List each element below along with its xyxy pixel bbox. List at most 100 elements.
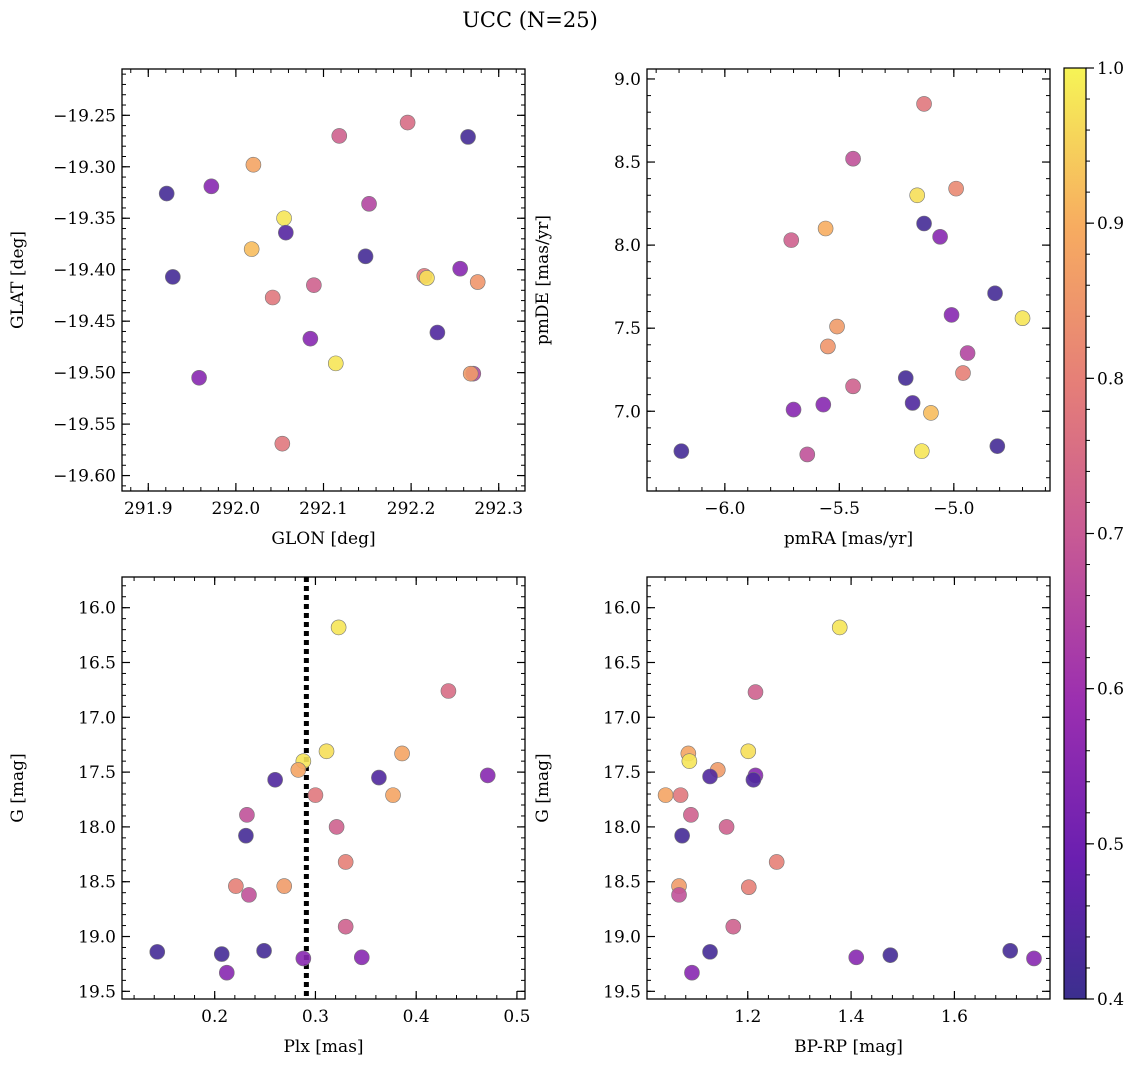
scatter-point: [845, 378, 861, 395]
scatter-point: [295, 950, 312, 967]
scatter-point: [218, 964, 235, 981]
scatter-point: [768, 854, 785, 870]
scatter-point: [740, 879, 757, 895]
scatter-point: [440, 683, 457, 699]
scatter-point: [932, 229, 948, 245]
scatter-point: [897, 370, 914, 386]
y-tick-label: 17.0: [603, 708, 641, 728]
x-tick-label: 0.5: [503, 1007, 530, 1027]
y-axis-label: GLAT [deg]: [8, 231, 28, 329]
y-tick-label: 18.5: [603, 873, 641, 893]
colorbar-tick-label: 0.6: [1097, 680, 1124, 700]
y-axis-label: G [mag]: [533, 753, 553, 822]
y-tick-label: −19.40: [53, 261, 116, 281]
colorbar: 0.4 0.5 0.6 0.7 0.8 0.9 1.0: [1063, 59, 1124, 1010]
scatter-point: [276, 878, 293, 894]
scatter-point: [469, 274, 486, 290]
scatter-point: [399, 114, 416, 131]
x-axis-label: GLON [deg]: [271, 529, 375, 549]
scatter-point: [357, 248, 374, 265]
scatter-point: [1002, 942, 1019, 959]
scatter-point: [882, 947, 899, 963]
scatter-point: [353, 949, 370, 966]
y-tick-label: −19.55: [53, 415, 116, 435]
figure-title: UCC (N=25): [462, 8, 598, 32]
scatter-point: [909, 187, 925, 204]
scatter-point: [829, 318, 845, 335]
scatter-point: [747, 684, 764, 700]
x-tick-label: 1.4: [838, 1007, 865, 1027]
scatter-point: [817, 220, 834, 237]
x-tick-label: 0.3: [302, 1007, 329, 1027]
scatter-point: [361, 196, 377, 212]
scatter-point: [831, 619, 848, 636]
scatter-point: [718, 819, 735, 835]
scatter-point: [306, 277, 322, 293]
scatter-point: [274, 435, 291, 452]
scatter-point: [213, 946, 230, 962]
scatter-point: [267, 771, 283, 788]
x-tick-label: 292.3: [474, 499, 523, 519]
colorbar-tick-label: 0.8: [1097, 369, 1124, 389]
x-axis-label: Plx [mas]: [283, 1037, 363, 1057]
scatter-point: [943, 307, 960, 323]
x-tick-label: 291.9: [124, 499, 173, 519]
y-tick-label: 16.0: [78, 599, 116, 619]
scatter-point: [948, 180, 964, 197]
scatter-point: [671, 887, 687, 903]
x-tick-label: −5.0: [933, 499, 974, 519]
scatter-point: [1026, 950, 1042, 967]
scatter-point: [318, 743, 335, 760]
y-tick-label: 19.5: [603, 982, 641, 1002]
y-tick-label: 16.5: [603, 653, 641, 673]
colorbar-tick-label: 1.0: [1097, 59, 1124, 79]
y-tick-label: 16.0: [603, 599, 641, 619]
y-tick-label: −19.30: [53, 158, 116, 178]
scatter-point: [239, 807, 255, 823]
plot-frame: [646, 68, 1051, 492]
plot-frame: [121, 68, 526, 492]
scatter-point: [785, 401, 802, 418]
scatter-point: [290, 762, 307, 778]
colorbar-gradient: [1064, 68, 1086, 999]
x-tick-label: 1.6: [941, 1007, 968, 1027]
scatter-point: [1014, 310, 1031, 327]
y-tick-label: 19.0: [603, 928, 641, 948]
scatter-point: [203, 178, 220, 195]
x-axis-label: BP-RP [mag]: [794, 1037, 903, 1057]
scatter-point: [959, 345, 976, 361]
scatter-point: [385, 787, 401, 803]
scatter-point: [657, 787, 674, 803]
y-tick-label: −19.25: [53, 106, 116, 126]
y-tick-label: 18.0: [603, 818, 641, 838]
y-tick-label: 7.5: [614, 319, 641, 339]
scatter-point: [702, 768, 718, 785]
y-tick-label: 18.0: [78, 818, 116, 838]
colorbar-tick-label: 0.4: [1097, 990, 1124, 1010]
scatter-point: [904, 395, 921, 411]
scatter-point: [683, 807, 699, 823]
colorbar-frame: [1063, 67, 1087, 1000]
scatter-point: [848, 949, 865, 966]
x-tick-label: 292.0: [212, 499, 261, 519]
scatter-panel-2: −6.0 −5.5 −5.0 7.0 7.5 8.0 8.5 9.0 pmRA [mas/yr]…: [533, 68, 1051, 549]
x-axis-label: pmRA [mas/yr]: [784, 529, 913, 549]
scatter-point: [913, 443, 930, 459]
scatter-point: [923, 405, 939, 421]
y-tick-label: 8.5: [614, 153, 641, 173]
y-axis-label: pmDE [mas/yr]: [533, 215, 553, 345]
scatter-point: [394, 745, 410, 762]
scatter-point: [429, 324, 446, 341]
x-tick-label: 292.1: [299, 499, 348, 519]
x-tick-label: 0.2: [201, 1007, 228, 1027]
scatter-point: [327, 355, 344, 372]
plot-frame: [646, 576, 1051, 1000]
scatter-point: [307, 787, 324, 803]
scatter-point: [955, 365, 971, 381]
y-tick-label: 17.5: [603, 763, 641, 783]
scatter-point: [916, 215, 932, 232]
y-tick-label: 8.0: [614, 236, 641, 256]
scatter-point: [328, 819, 345, 835]
scatter-point: [702, 944, 718, 960]
